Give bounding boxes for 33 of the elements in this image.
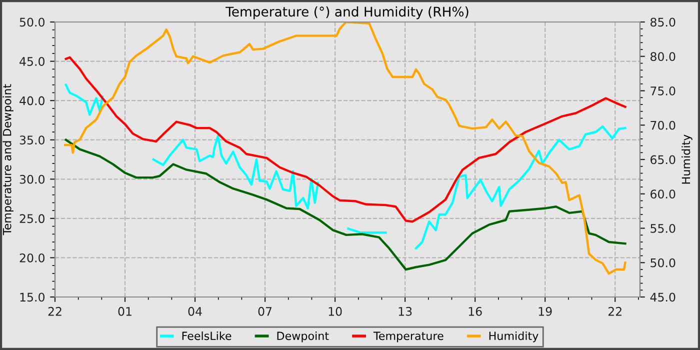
y2-tick-label: 75.0	[650, 86, 676, 96]
y2-tick-label: 60.0	[650, 190, 676, 199]
x-tick-label: 10	[328, 306, 342, 316]
x-tick-label: 19	[538, 306, 552, 316]
y-tick-label: 25.0	[20, 214, 44, 224]
x-tick-label: 16	[468, 306, 482, 316]
y2-tick-label: 50.0	[650, 258, 676, 268]
y-tick-label: 50.0	[20, 18, 44, 27]
x-tick-label: 01	[118, 306, 132, 316]
y-tick-label: 40.0	[20, 96, 44, 106]
y2-tick-label: 70.0	[650, 120, 676, 130]
y2-tick-label: 45.0	[650, 292, 676, 302]
x-tick-label: 22	[608, 306, 622, 316]
y-tick-label: 30.0	[20, 174, 44, 184]
legend-label: FeelsLike	[182, 331, 232, 340]
x-tick-label: 07	[258, 306, 272, 316]
x-tick-label: 22	[48, 306, 62, 316]
y2-axis-title: Humidity	[682, 134, 692, 184]
y-tick-label: 45.0	[20, 57, 44, 66]
x-tick-label: 13	[398, 306, 412, 316]
x-tick-label: 04	[188, 306, 202, 316]
chart-title: Temperature (°) and Humidity (RH%)	[226, 6, 468, 20]
y2-tick-label: 65.0	[650, 155, 676, 164]
y-tick-label: 15.0	[20, 292, 44, 302]
y2-tick-label: 85.0	[650, 18, 676, 27]
y-tick-label: 35.0	[20, 136, 44, 145]
legend-label: Temperature	[373, 332, 444, 342]
y2-tick-label: 80.0	[650, 52, 676, 62]
y-axis-title: Temperature and Dewpoint	[2, 84, 14, 236]
y2-tick-label: 55.0	[650, 224, 676, 233]
legend-label: Dewpoint	[277, 331, 329, 342]
legend-label: Humidity	[489, 331, 538, 342]
y-tick-label: 20.0	[20, 253, 44, 262]
